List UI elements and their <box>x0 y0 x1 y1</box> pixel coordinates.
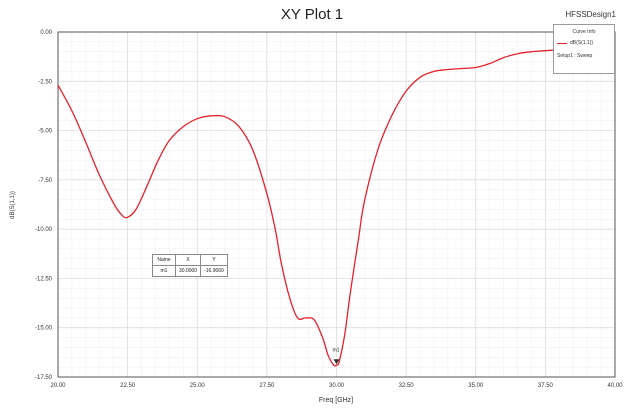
marker-table-header-y: Y <box>200 254 228 266</box>
legend-swatch <box>557 43 567 44</box>
x-tick-label: 25.00 <box>190 383 206 389</box>
marker-table-header-row: Name X Y <box>152 254 228 266</box>
x-tick-label: 20.00 <box>50 383 66 389</box>
x-tick-label: 32.50 <box>399 383 415 389</box>
marker-table-cell-name: m1 <box>152 265 176 277</box>
x-axis-label: Freq [GHz] <box>319 397 353 404</box>
y-tick-label: 0.00 <box>40 30 52 36</box>
series-line-s11 <box>57 48 615 367</box>
y-axis-label: dB(S(1,1)) <box>10 191 16 219</box>
legend-entry: dB(S(1,1)) <box>554 40 614 48</box>
plot-title: XY Plot 1 <box>280 6 344 23</box>
y-tick-label: -10.00 <box>35 227 53 233</box>
y-tick-label: -17.50 <box>35 375 53 381</box>
marker-layer: m1 <box>333 347 340 365</box>
y-tick-label: -5.00 <box>38 129 52 135</box>
marker-table-row: m1 30.0000 -16.9060 <box>152 265 228 277</box>
plot-frame <box>57 31 616 378</box>
marker-table-cell-y: -16.9060 <box>200 265 228 277</box>
marker-table[interactable]: Name X Y m1 30.0000 -16.9060 <box>152 254 228 277</box>
x-tick-label: 30.00 <box>329 383 345 389</box>
curve-info-legend[interactable]: Curve Info dB(S(1,1)) Setup1 : Sweep <box>553 24 615 74</box>
x-tick-label: 35.00 <box>468 383 484 389</box>
y-tick-label: -7.50 <box>38 178 52 184</box>
y-tick-label: -15.00 <box>35 326 53 332</box>
y-tick-label: -2.50 <box>38 79 52 85</box>
legend-setup-label: Setup1 : Sweep <box>557 53 593 59</box>
marker-m1-label: m1 <box>333 347 340 353</box>
legend-header: Curve Info <box>572 29 596 35</box>
marker-table-cell-x: 30.0000 <box>174 265 202 277</box>
tick-labels: 20.00 22.50 25.00 27.50 30.00 32.50 35.00 37.50… <box>35 30 623 389</box>
design-name: HFSSDesign1 <box>565 10 616 19</box>
x-tick-label: 37.50 <box>538 383 554 389</box>
y-tick-label: -12.50 <box>35 276 53 282</box>
x-tick-label: 22.50 <box>120 383 136 389</box>
grid-lines <box>57 31 616 378</box>
marker-table-header-x: X <box>174 254 202 266</box>
marker-table-header-name: Name <box>152 254 176 266</box>
x-tick-label: 40.00 <box>607 383 623 389</box>
legend-curve-name: dB(S(1,1)) <box>570 40 594 46</box>
x-tick-label: 27.50 <box>259 383 275 389</box>
marker-m1-triangle[interactable] <box>333 359 340 365</box>
